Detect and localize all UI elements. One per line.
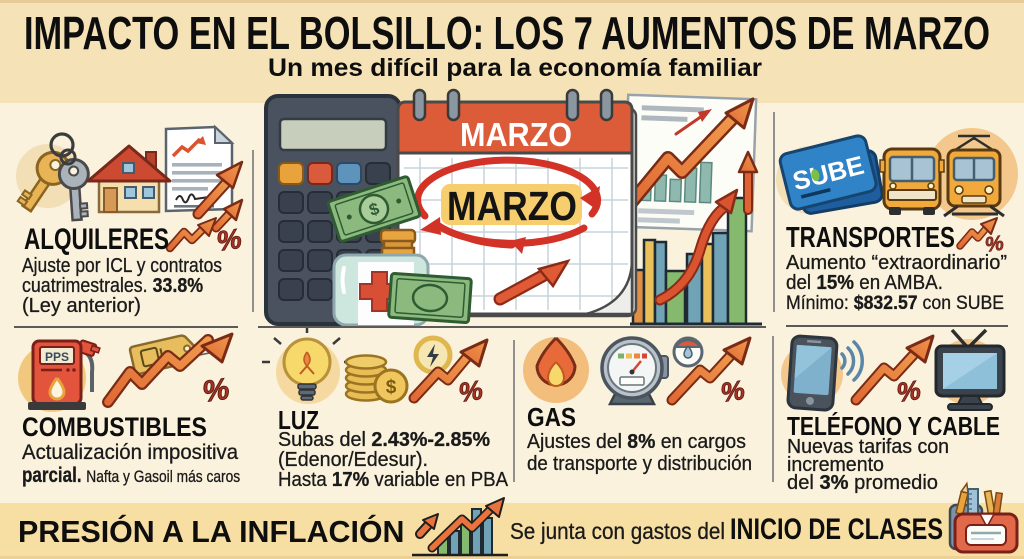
svg-text:%: % <box>895 375 923 408</box>
svg-text:PPS: PPS <box>45 350 69 364</box>
svg-text:$: $ <box>386 377 397 398</box>
svg-text:%: % <box>200 373 231 409</box>
svg-text:%: % <box>215 223 244 257</box>
svg-text:MARZO: MARZO <box>447 183 577 229</box>
svg-text:%: % <box>983 232 1005 257</box>
svg-text:%: % <box>457 375 485 408</box>
svg-text:MARZO: MARZO <box>460 116 572 153</box>
svg-text:%: % <box>719 375 747 408</box>
